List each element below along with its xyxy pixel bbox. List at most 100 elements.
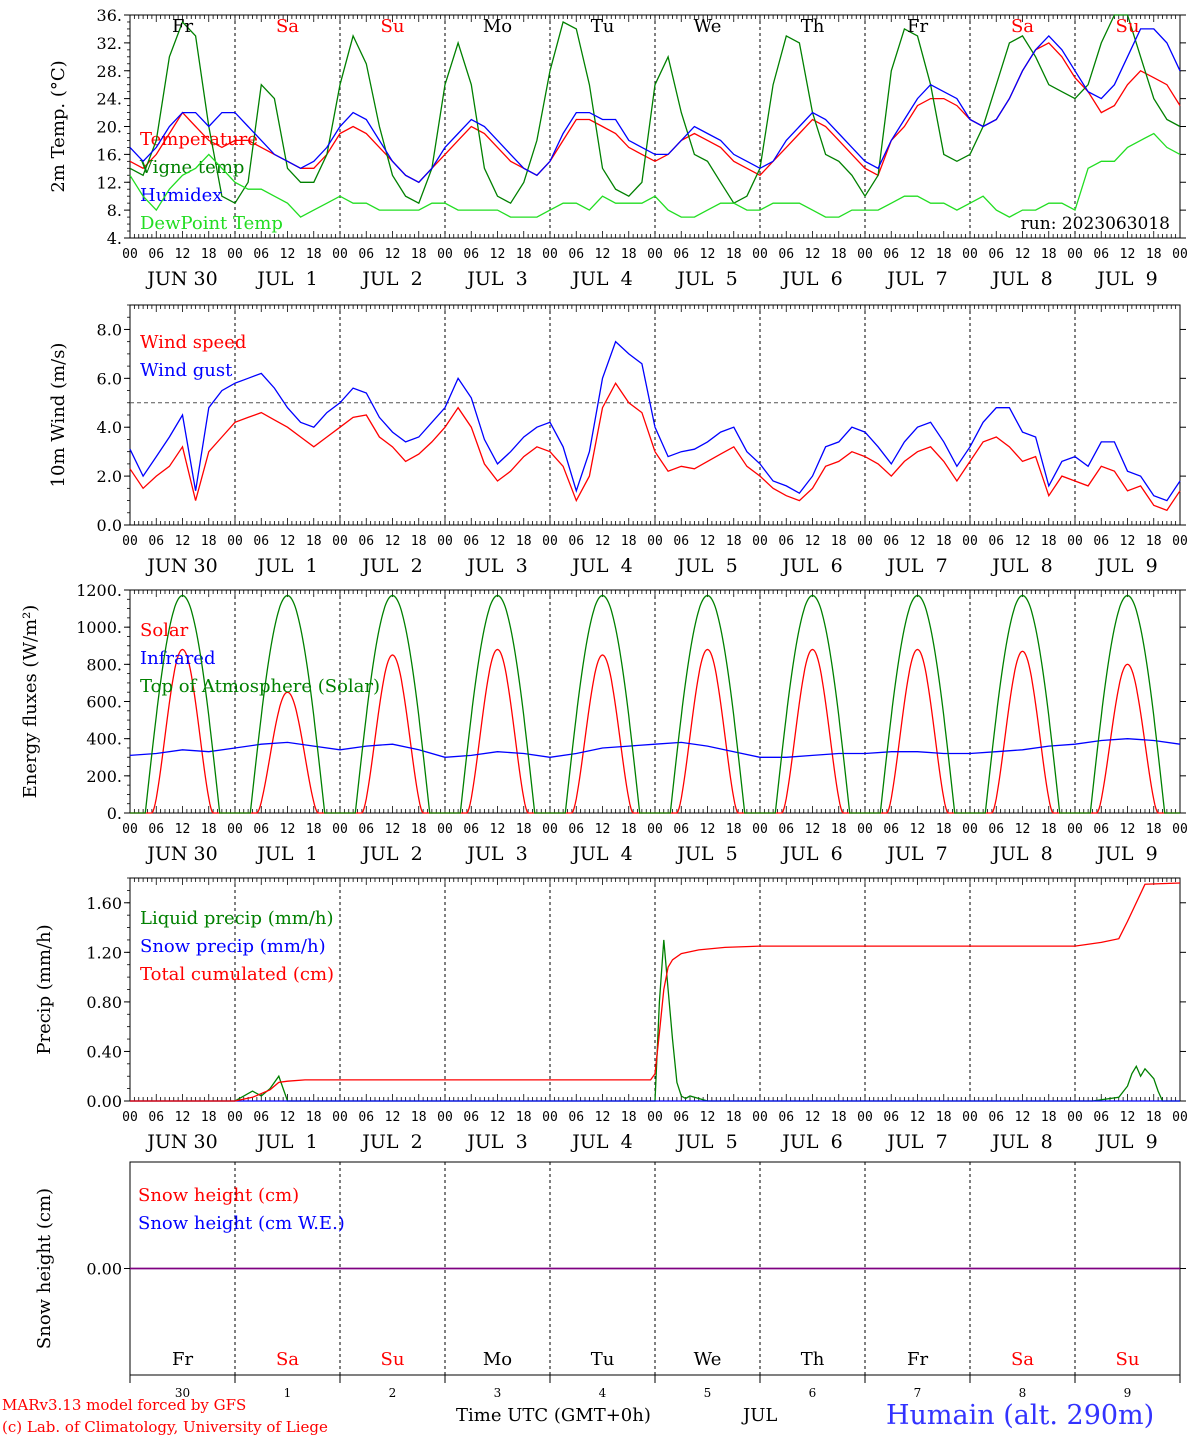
x-date-label: JUL 2 [360,555,422,577]
y-tick-label: 1000. [76,618,122,637]
x-hour-label: 06 [673,1110,689,1125]
x-date-label: JUL 3 [465,268,527,290]
x-date-label: JUL 4 [570,555,632,577]
footer-station: Humain (alt. 290m) [886,1400,1155,1431]
x-hour-label: 06 [883,822,899,837]
x-hour-label: 00 [1172,822,1188,837]
x-hour-label: 18 [936,1110,952,1125]
series-line-total-cumulated-cm- [130,882,1181,1102]
y-tick-label: 1200. [76,581,122,600]
x-hour-label: 00 [542,1110,558,1125]
day-number-label: 5 [704,1386,712,1400]
x-hour-label: 18 [936,822,952,837]
x-date-label: JUL 4 [570,1131,632,1153]
x-hour-label: 18 [726,247,742,262]
x-hour-label: 12 [280,534,296,549]
x-hour-label: 00 [962,534,978,549]
x-hour-label: 06 [463,534,479,549]
x-hour-label: 12 [700,1110,716,1125]
x-hour-label: 06 [358,1110,374,1125]
x-hour-label: 06 [568,247,584,262]
x-hour-label: 06 [253,534,269,549]
x-hour-label: 00 [542,534,558,549]
x-date-label: JUL 7 [885,1131,947,1153]
x-date-label: JUL 4 [570,843,632,865]
weekday-label: Fr [172,16,193,37]
x-date-label: JUL 2 [360,843,422,865]
x-hour-label: 06 [463,822,479,837]
x-date-label: JUL 7 [885,843,947,865]
run-annotation: run: 2023063018 [1021,214,1170,234]
y-tick-label: 800. [86,655,122,674]
x-hour-label: 00 [437,247,453,262]
legend-entry: Top of Atmosphere (Solar) [140,676,380,697]
day-number-label: 2 [389,1386,397,1400]
series-line-vigne-temp [129,14,1181,205]
weekday-label: Sa [276,1349,299,1370]
x-hour-label: 00 [122,822,138,837]
x-hour-label: 18 [1041,534,1057,549]
x-date-label: JUN 30 [145,268,217,290]
x-hour-label: 18 [621,247,637,262]
y-axis-label: Energy fluxes (W/m²) [20,605,41,799]
y-tick-label: 28. [97,62,122,81]
y-tick-label: 0.40 [86,1042,122,1061]
weekday-label: Su [381,16,405,37]
x-hour-label: 06 [568,822,584,837]
weekday-label: Su [1116,16,1140,37]
x-hour-label: 12 [1120,247,1136,262]
x-hour-label: 00 [1067,534,1083,549]
x-hour-label: 06 [358,534,374,549]
x-hour-label: 18 [411,822,427,837]
x-hour-label: 00 [332,1110,348,1125]
weekday-label: Sa [276,16,299,37]
x-hour-label: 12 [595,247,611,262]
x-hour-label: 00 [227,822,243,837]
y-tick-label: 1.20 [86,943,122,962]
x-hour-label: 00 [857,247,873,262]
x-hour-label: 18 [201,822,217,837]
x-hour-label: 00 [752,534,768,549]
legend-entry: Liquid precip (mm/h) [140,908,334,929]
x-hour-label: 06 [148,534,164,549]
x-hour-label: 00 [1067,1110,1083,1125]
legend-entry: Infrared [140,648,215,669]
x-hour-label: 00 [1172,534,1188,549]
x-hour-label: 18 [201,247,217,262]
weekday-label: Fr [907,16,928,37]
x-hour-label: 18 [726,822,742,837]
x-hour-label: 18 [306,1110,322,1125]
weekday-label: Mo [483,16,512,37]
x-hour-label: 00 [647,247,663,262]
x-hour-label: 06 [883,247,899,262]
panel-wind: 0.0 2.0 4.0 6.0 8.0 10m Wind (m/s) Wind speed W… [48,304,1188,577]
weekday-label: Th [801,1349,825,1370]
x-hour-label: 00 [227,1110,243,1125]
x-hour-label: 18 [201,534,217,549]
x-hour-label: 00 [857,822,873,837]
y-tick-label: 24. [97,90,122,109]
y-tick-label: 0.00 [86,1092,122,1111]
x-hour-label: 12 [175,1110,191,1125]
x-hour-label: 00 [332,534,348,549]
x-hour-label: 12 [1015,247,1031,262]
x-hour-label: 12 [910,1110,926,1125]
weekday-label: Tu [591,16,615,37]
weekday-label: Tu [591,1349,615,1370]
x-hour-label: 00 [332,822,348,837]
x-hour-label: 18 [621,822,637,837]
x-date-label: JUL 5 [675,1131,737,1153]
y-tick-label: 0.00 [86,1260,122,1279]
y-axis-label: Precip (mm/h) [34,924,55,1054]
panel-precip: 0.00 0.40 0.80 1.20 1.60 Precip (mm/h) Liquid … [34,877,1188,1153]
x-hour-label: 18 [831,1110,847,1125]
x-hour-label: 12 [910,534,926,549]
day-number-label: 1 [284,1386,292,1400]
x-hour-label: 00 [542,247,558,262]
y-tick-label: 8.0 [97,320,122,339]
x-hour-label: 00 [227,534,243,549]
x-date-label: JUL 9 [1095,1131,1157,1153]
series-line-dewpoint-temp [129,132,1181,218]
x-hour-label: 00 [1172,1110,1188,1125]
x-date-label: JUL 6 [780,555,842,577]
